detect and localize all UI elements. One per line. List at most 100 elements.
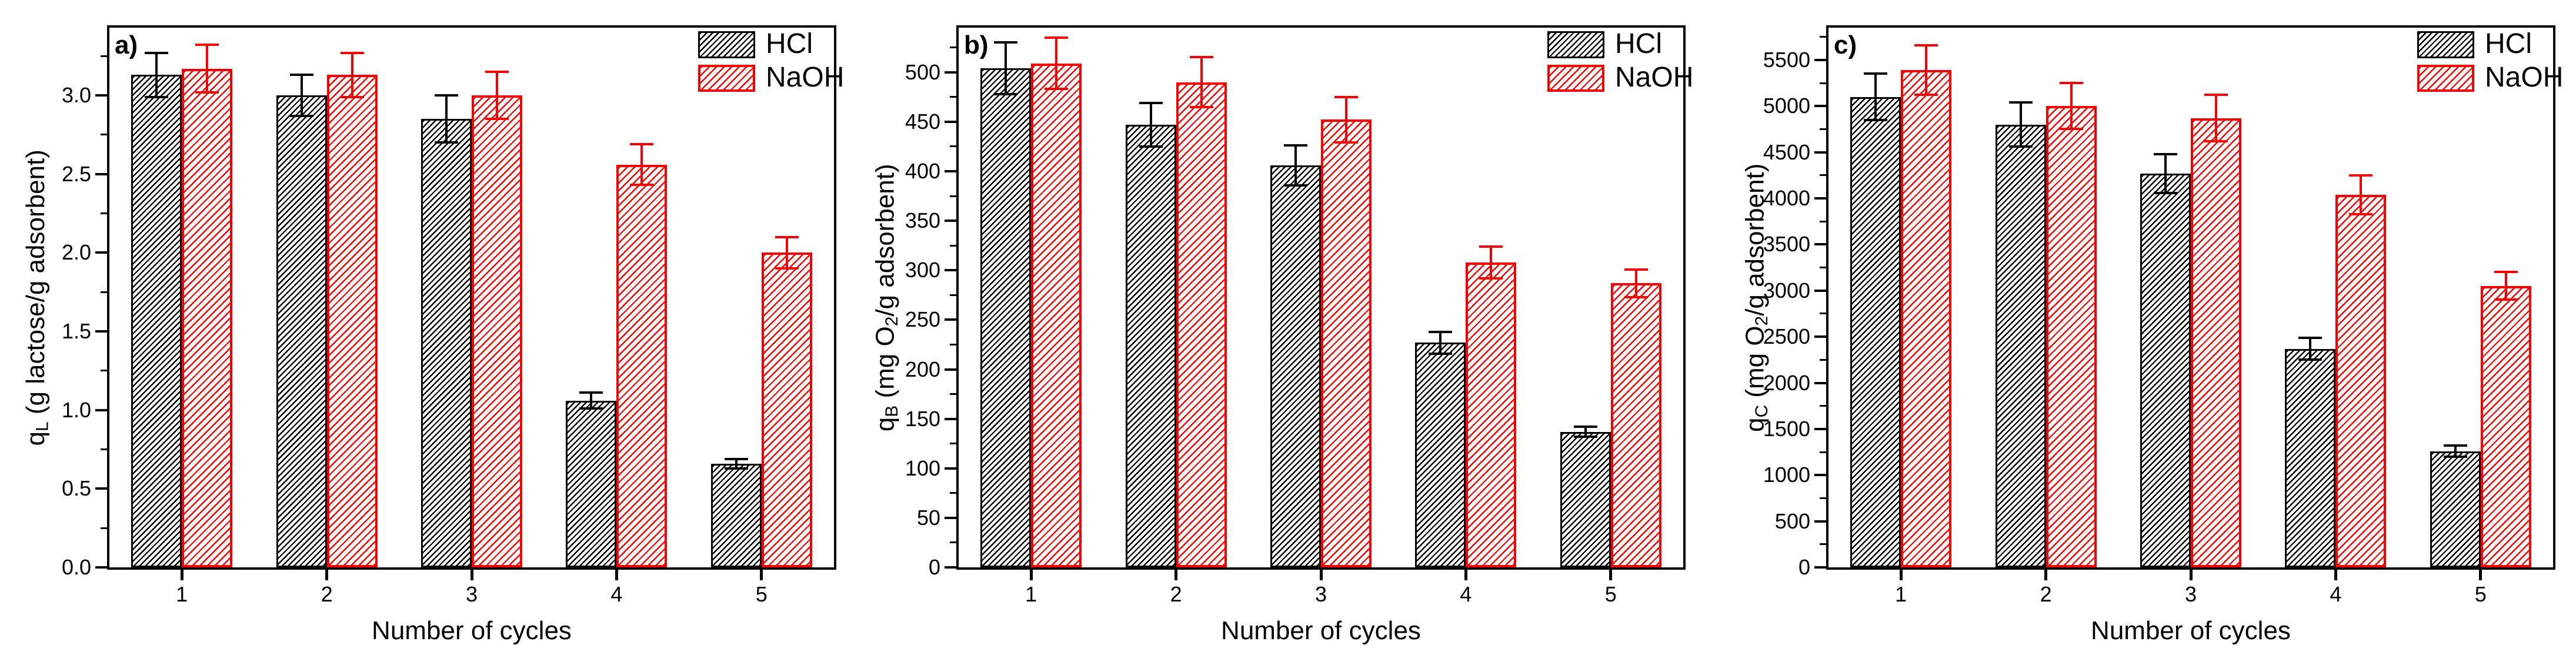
y-minor-tick (950, 244, 956, 247)
y-minor-tick (1820, 128, 1826, 130)
error-bar-cap (2059, 128, 2083, 131)
y-major-tick (1814, 58, 1826, 61)
y-major-tick (945, 220, 956, 222)
y-major-tick (945, 467, 956, 470)
bar-naoh-cycle-3 (472, 95, 522, 567)
y-minor-tick (950, 46, 956, 49)
bar-naoh-cycle-2 (1176, 82, 1227, 567)
y-major-tick (1814, 243, 1826, 246)
y-major-tick (1814, 289, 1826, 292)
y-axis-title-subscript: C (1751, 404, 1771, 418)
legend-swatch-naoh (698, 65, 755, 92)
error-bar-hcl-cycle-1 (1874, 74, 1877, 120)
legend-swatch-hcl (2417, 31, 2474, 58)
y-major-tick (95, 487, 107, 490)
y-major-tick (945, 417, 956, 420)
bar-hcl-cycle-1 (131, 75, 182, 567)
x-tick (760, 570, 763, 580)
error-bar-cap (994, 92, 1018, 95)
error-bar-hcl-cycle-5 (1584, 427, 1587, 437)
error-bar-naoh-cycle-5 (2504, 272, 2507, 300)
error-bar-hcl-cycle-4 (1439, 331, 1442, 354)
x-tick-label: 4 (2330, 582, 2342, 606)
error-bar-cap (1573, 435, 1597, 438)
y-tick-label: 4000 (1763, 186, 1810, 210)
error-bar-hcl-cycle-3 (1294, 145, 1297, 185)
bar-hcl-cycle-2 (1995, 124, 2046, 567)
y-minor-tick (101, 291, 107, 293)
y-tick-label: 4500 (1763, 139, 1810, 164)
error-bar-cap (145, 95, 169, 98)
error-bar-cap (289, 74, 313, 77)
bar-hcl-cycle-5 (710, 463, 762, 567)
y-major-tick (95, 251, 107, 254)
error-bar-cap (1429, 330, 1453, 333)
error-bar-naoh-cycle-1 (1925, 45, 1928, 95)
error-bar-cap (435, 141, 458, 144)
y-minor-tick (101, 212, 107, 214)
x-tick (1029, 570, 1033, 580)
x-tick (1899, 570, 1903, 580)
error-bar-cap (2298, 358, 2323, 361)
error-bar-cap (1573, 426, 1597, 428)
y-minor-tick (950, 195, 956, 197)
legend-swatch-hcl (698, 31, 755, 58)
y-tick-label: 0 (1798, 555, 1810, 579)
x-tick-label: 4 (610, 582, 623, 606)
legend-label-naoh: NaOH (2485, 62, 2564, 93)
error-bar-hcl-cycle-3 (2164, 154, 2167, 193)
y-tick-label: 300 (905, 258, 940, 283)
bar-naoh-cycle-3 (1321, 119, 1372, 567)
error-bar-cap (145, 51, 169, 54)
bar-hcl-cycle-3 (1270, 165, 1321, 567)
error-bar-cap (2494, 271, 2518, 274)
error-bar-cap (1284, 184, 1307, 187)
error-bar-naoh-cycle-3 (1345, 97, 1347, 143)
plot-area: 0.0 0.5 1.0 1.5 2.0 2.5 3.0 1 2 3 4 5 a) HCl NaOH (62, 25, 844, 605)
error-bar-hcl-cycle-5 (2454, 446, 2457, 457)
legend-swatch-hcl (1547, 31, 1604, 58)
y-major-tick (1814, 566, 1826, 569)
bar-hcl-cycle-1 (980, 68, 1032, 567)
y-minor-tick (1820, 405, 1826, 407)
y-tick-label: 50 (916, 505, 940, 530)
y-minor-tick (950, 393, 956, 396)
error-bar-cap (1479, 277, 1503, 280)
y-tick-label: 350 (905, 208, 940, 233)
y-major-tick (1814, 381, 1826, 384)
y-tick-label: 2.0 (61, 240, 91, 265)
x-tick-label: 1 (1025, 582, 1037, 606)
error-bar-cap (630, 142, 654, 145)
error-bar-cap (579, 391, 603, 394)
y-minor-tick (950, 541, 956, 544)
error-bar-cap (2008, 145, 2033, 148)
x-tick (2044, 570, 2048, 580)
y-axis-title-text: (g lactose/g adsorbent) (21, 149, 51, 422)
y-axis-title-text: /g adsorbent) (870, 164, 900, 317)
error-bar-cap (1189, 56, 1213, 59)
y-tick-label: 5000 (1763, 94, 1810, 118)
x-tick (1464, 570, 1467, 580)
legend-swatch-naoh (1547, 65, 1604, 92)
y-minor-tick (950, 96, 956, 98)
bar-naoh-cycle-4 (2335, 194, 2387, 567)
error-bar-naoh-cycle-5 (1634, 269, 1637, 297)
error-bar-cap (775, 267, 799, 270)
error-bar-cap (2008, 101, 2033, 104)
y-minor-tick (1820, 313, 1826, 315)
error-bar-cap (1045, 88, 1069, 91)
x-tick-label: 5 (1604, 582, 1617, 606)
y-major-tick (95, 172, 107, 175)
legend-label-hcl: HCl (2485, 28, 2532, 59)
error-bar-cap (195, 44, 219, 46)
y-major-tick (1814, 197, 1826, 200)
y-minor-tick (1820, 543, 1826, 546)
error-bar-cap (2443, 455, 2467, 458)
y-major-tick (1814, 151, 1826, 154)
error-bar-cap (2059, 82, 2083, 85)
bar-hcl-cycle-5 (2430, 451, 2481, 567)
bar-hcl-cycle-2 (276, 95, 327, 567)
error-bar-naoh-cycle-4 (640, 144, 643, 185)
error-bar-naoh-cycle-5 (785, 237, 788, 269)
error-bar-cap (579, 407, 603, 410)
